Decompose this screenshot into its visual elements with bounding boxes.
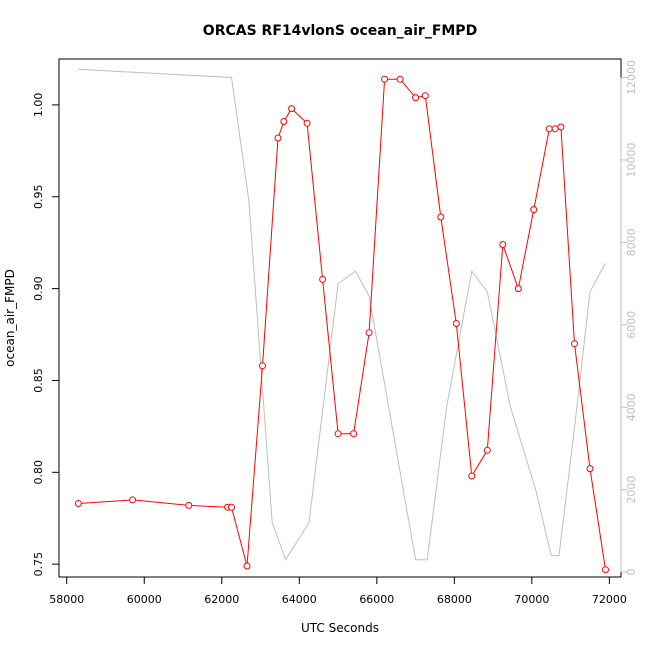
data-point bbox=[274, 134, 282, 142]
primary-series-line bbox=[78, 78, 606, 570]
data-point bbox=[499, 241, 507, 248]
data-point bbox=[551, 125, 559, 133]
data-point bbox=[381, 75, 389, 83]
data-point bbox=[129, 496, 137, 504]
series-layer bbox=[74, 68, 609, 574]
y2-tick-label: 0 bbox=[625, 569, 638, 576]
data-point bbox=[303, 119, 311, 127]
data-point bbox=[514, 285, 522, 293]
y-tick-label: 0.75 bbox=[32, 552, 45, 577]
x-axis-label: UTC Seconds bbox=[301, 621, 379, 635]
y2-tick-label: 8000 bbox=[625, 228, 638, 256]
data-point bbox=[259, 362, 266, 370]
data-point bbox=[280, 118, 288, 125]
y-tick-label: 1.00 bbox=[32, 93, 45, 118]
data-point bbox=[586, 465, 594, 473]
chart-title: ORCAS RF14vlonS ocean_air_FMPD bbox=[203, 23, 477, 39]
x-tick-label: 64000 bbox=[282, 593, 317, 606]
data-point bbox=[545, 125, 553, 133]
y-axis: 0.75 0.80 0.85 0.90 0.95 1.00 bbox=[32, 93, 60, 577]
data-point bbox=[412, 94, 420, 102]
x-tick-label: 58000 bbox=[49, 593, 84, 606]
x-tick-label: 66000 bbox=[359, 593, 394, 606]
data-point bbox=[530, 206, 538, 214]
y-tick-label: 0.90 bbox=[32, 276, 45, 301]
data-point bbox=[74, 500, 82, 507]
y-tick-label: 0.85 bbox=[32, 368, 45, 393]
secondary-series-line bbox=[78, 68, 606, 561]
data-point bbox=[288, 105, 296, 113]
x-tick-label: 70000 bbox=[514, 593, 549, 606]
plot-frame bbox=[58, 58, 622, 578]
data-point bbox=[396, 75, 404, 83]
y-axis-label: ocean_air_FMPD bbox=[3, 269, 17, 367]
y2-tick-label: 4000 bbox=[625, 393, 638, 421]
y-tick-label: 0.80 bbox=[32, 460, 45, 485]
y2-tick-label: 10000 bbox=[625, 142, 638, 177]
x-tick-label: 68000 bbox=[437, 593, 472, 606]
data-point bbox=[571, 340, 578, 348]
y2-tick-label: 12000 bbox=[625, 60, 638, 95]
x-tick-label: 72000 bbox=[592, 593, 627, 606]
data-point bbox=[483, 446, 491, 454]
data-point bbox=[421, 92, 429, 100]
data-point bbox=[185, 501, 193, 509]
y2-tick-label: 6000 bbox=[625, 311, 638, 339]
data-point bbox=[602, 566, 609, 574]
x-tick-label: 62000 bbox=[204, 593, 239, 606]
data-point bbox=[228, 503, 235, 511]
secondary-y-axis: 0 2000 4000 6000 8000 10000 12000 bbox=[620, 60, 638, 576]
data-point bbox=[437, 213, 445, 221]
data-point bbox=[468, 472, 476, 480]
x-tick-label: 60000 bbox=[127, 593, 162, 606]
data-point bbox=[243, 562, 251, 570]
data-point bbox=[365, 329, 373, 337]
data-point bbox=[557, 123, 565, 131]
x-axis: 58000 60000 62000 64000 66000 68000 70000 72000 bbox=[49, 576, 627, 606]
data-point bbox=[452, 320, 460, 327]
y-tick-label: 0.95 bbox=[32, 185, 45, 210]
data-point bbox=[319, 275, 327, 283]
y2-tick-label: 2000 bbox=[625, 476, 638, 504]
data-point bbox=[350, 430, 358, 438]
data-point bbox=[334, 430, 342, 438]
